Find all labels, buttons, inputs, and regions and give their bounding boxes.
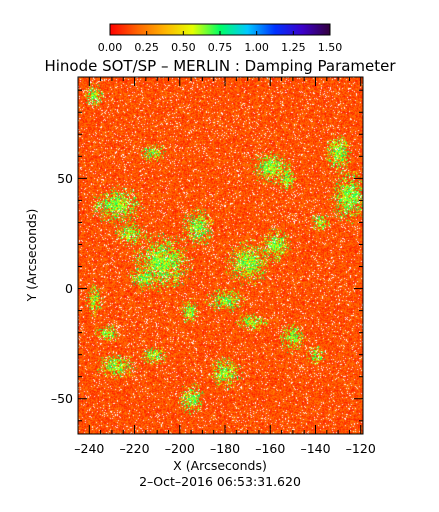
x-tick-label: –160 [255,441,285,456]
colorbar-tick-label: 1.25 [281,41,306,54]
colorbar-tick-label: 0.25 [134,41,159,54]
x-axis: –240 –220 –200 –180 –160 –140 –120 [74,77,376,456]
chart-title: Hinode SOT/SP – MERLIN : Damping Paramet… [44,57,396,75]
plot-frame [77,76,364,435]
colorbar-tick-label: 1.50 [318,41,343,54]
heatmap-image [78,77,363,434]
y-tick-label: 0 [65,281,73,296]
x-tick-label: –200 [165,441,195,456]
y-tick-label: 50 [57,171,73,186]
y-axis: –50 0 50 [51,89,363,422]
colorbar-tick-label: 0.50 [171,41,196,54]
y-tick-label: –50 [51,391,73,406]
x-axis-label: X (Arcseconds) [173,458,267,473]
colorbar-ticks: 0.00 0.25 0.50 0.75 1.00 1.25 1.50 [98,31,343,54]
y-axis-label: Y (Arcseconds) [24,209,39,303]
x-tick-label: –240 [74,441,104,456]
colorbar-tick-label: 1.00 [244,41,269,54]
x-tick-label: –220 [119,441,149,456]
x-tick-label: –120 [346,441,376,456]
colorbar-tick-label: 0.00 [98,41,123,54]
observation-timestamp: 2–Oct–2016 06:53:31.620 [139,474,301,489]
colorbar-tick-label: 0.75 [208,41,233,54]
x-tick-label: –140 [300,441,330,456]
x-tick-label: –180 [210,441,240,456]
